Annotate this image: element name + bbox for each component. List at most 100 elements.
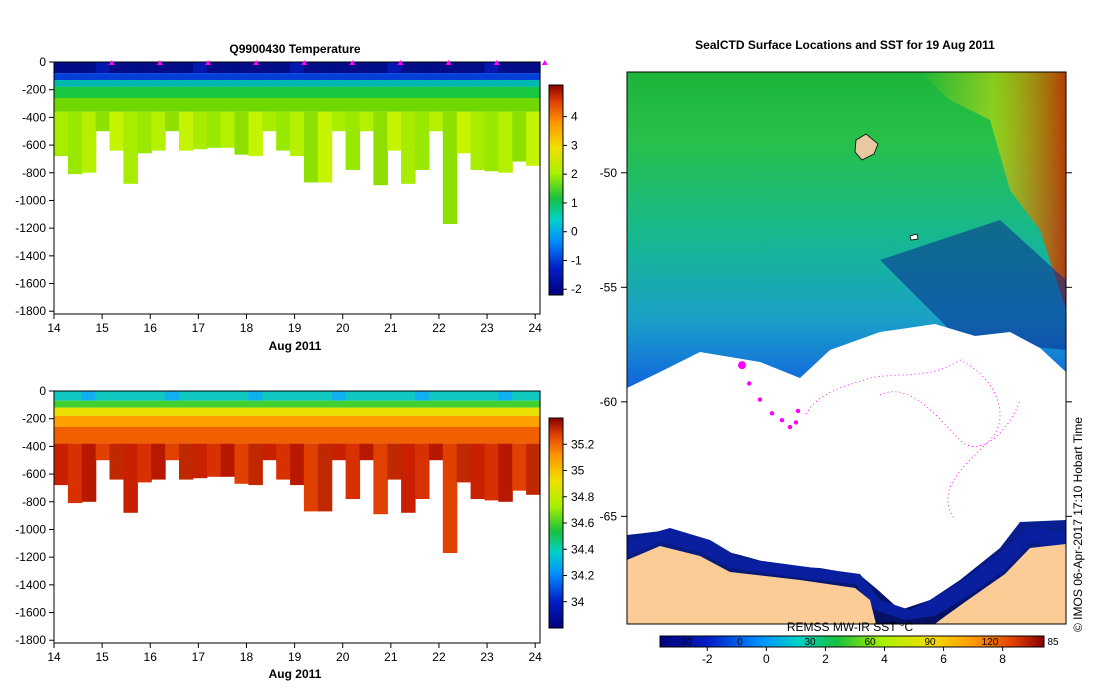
profile-band xyxy=(387,62,402,74)
profile-band xyxy=(456,111,472,154)
surface-marker xyxy=(397,60,404,65)
profile-band xyxy=(415,98,430,112)
surface-marker xyxy=(445,60,452,65)
profile-band xyxy=(470,427,486,444)
profile-band xyxy=(373,111,388,186)
track-point xyxy=(757,397,763,402)
profile-band xyxy=(359,400,374,408)
profile-band xyxy=(484,111,499,172)
profile-column xyxy=(387,62,402,151)
profile-band xyxy=(165,391,180,401)
profile-band xyxy=(192,86,208,98)
surface-marker xyxy=(493,60,500,65)
profile-band xyxy=(81,80,97,87)
profile-band xyxy=(151,98,166,112)
profile-column xyxy=(456,62,472,154)
profile-band xyxy=(387,427,402,444)
profile-band xyxy=(179,443,194,480)
profile-column xyxy=(67,391,83,504)
profile-band xyxy=(303,415,319,427)
profile-band xyxy=(498,98,513,112)
profile-band xyxy=(206,407,222,416)
profile-band xyxy=(484,98,499,112)
profile-band xyxy=(512,415,527,427)
profile-band xyxy=(179,86,194,98)
profile-band xyxy=(512,391,527,401)
profile-band xyxy=(484,86,499,98)
profile-band xyxy=(123,98,138,112)
salinity-x-axis: 14 15 16 17 18 19 20 21 22 23 24 xyxy=(47,643,542,664)
profile-band xyxy=(331,443,347,461)
profile-band xyxy=(303,111,319,183)
profile-band xyxy=(81,86,97,98)
profile-band xyxy=(123,400,138,408)
surface-marker xyxy=(156,60,163,65)
track-point xyxy=(787,424,793,430)
x-tick-label: 20 xyxy=(336,321,350,335)
profile-column xyxy=(179,391,194,480)
profile-band xyxy=(220,73,236,80)
profile-band xyxy=(67,62,83,74)
profile-band xyxy=(331,391,347,401)
colorbar-tick-label: -1 xyxy=(571,253,582,267)
island-landmass xyxy=(854,133,879,161)
profile-band xyxy=(373,415,388,427)
profile-band xyxy=(95,62,111,74)
profile-column xyxy=(67,62,83,175)
profile-band xyxy=(123,407,138,416)
profile-band xyxy=(456,391,472,401)
profile-band xyxy=(137,400,152,408)
sst-map-panel: SealCTD Surface Locations and SST for 19… xyxy=(600,38,1072,666)
profile-band xyxy=(470,407,486,416)
copyright-symbol: © xyxy=(1071,623,1085,632)
profile-band xyxy=(303,80,319,87)
profile-band xyxy=(109,98,124,112)
profile-band xyxy=(401,111,416,184)
profile-band xyxy=(179,73,194,80)
profile-band xyxy=(401,86,416,98)
profile-band xyxy=(67,427,83,444)
y-tick-label: -1400 xyxy=(15,249,46,263)
profile-band xyxy=(109,80,124,87)
lat-tick-label: -50 xyxy=(600,166,618,180)
profile-band xyxy=(345,73,361,80)
profile-column xyxy=(484,391,499,501)
profile-column xyxy=(415,62,430,170)
seal-track xyxy=(738,361,801,430)
profile-band xyxy=(331,400,347,408)
salinity-xlabel: Aug 2011 xyxy=(269,667,322,681)
profile-band xyxy=(331,98,347,112)
profile-band xyxy=(498,443,513,502)
profile-band xyxy=(179,98,194,112)
profile-band xyxy=(151,415,166,427)
profile-band xyxy=(165,400,180,408)
profile-band xyxy=(470,415,486,427)
sst-colorbar-ticks: -2 0 2 4 6 8 -30 0 30 60 90 120 85 xyxy=(678,637,1059,666)
profile-band xyxy=(470,86,486,98)
lat-tick-label: -65 xyxy=(600,509,618,523)
profile-band xyxy=(151,111,166,151)
profile-band xyxy=(67,407,83,416)
sst-colorbar-top-label: 120 xyxy=(982,637,999,648)
profile-band xyxy=(428,391,444,401)
profile-band xyxy=(345,391,361,401)
profile-band xyxy=(137,443,152,483)
profile-column xyxy=(54,391,69,486)
profile-band xyxy=(526,443,541,495)
profile-band xyxy=(359,415,374,427)
profile-band xyxy=(81,98,97,112)
profile-band xyxy=(234,98,249,112)
profile-band xyxy=(220,111,236,148)
profile-band xyxy=(359,427,374,444)
profile-band xyxy=(276,86,291,98)
salinity-colorbar xyxy=(548,417,564,629)
profile-band xyxy=(95,80,111,87)
profile-band xyxy=(123,111,138,184)
profile-band xyxy=(248,427,263,444)
colorbar-tick-label: 4 xyxy=(571,110,578,124)
profile-column xyxy=(220,62,236,148)
profile-column xyxy=(234,391,249,484)
salinity-profile-bars xyxy=(54,391,541,553)
profile-column xyxy=(303,62,319,183)
profile-band xyxy=(373,407,388,416)
